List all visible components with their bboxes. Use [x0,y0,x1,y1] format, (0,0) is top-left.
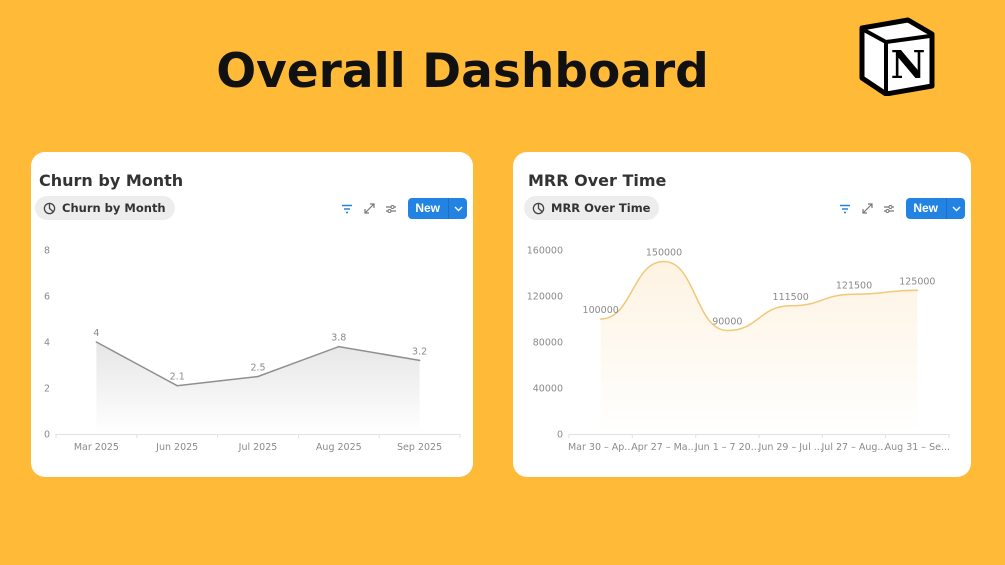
data-label: 2.5 [250,363,265,374]
area-fill [600,261,918,434]
filter-icon[interactable] [838,202,852,216]
new-button[interactable]: New [408,198,467,219]
x-tick-label: Mar 30 – Ap... [568,442,633,453]
pie-chart-icon [43,202,56,214]
page-title: Overall Dashboard [216,44,709,99]
data-point [853,293,855,296]
data-label: 125000 [899,276,935,287]
y-tick-label: 2 [44,384,50,395]
y-tick-label: 80000 [533,338,563,349]
x-tick-label: Jun 2025 [155,442,198,453]
x-tick-label: Mar 2025 [74,442,119,453]
view-tab-label: MRR Over Time [551,201,651,215]
y-tick-label: 4 [44,338,50,349]
mrr-area-chart: 0 40000 80000 120000 160000 Mar 30 – Ap...Apr… [527,246,950,454]
expand-icon[interactable] [362,202,376,216]
data-label: 3.8 [331,333,346,344]
data-point [338,345,340,348]
view-tab-label: Churn by Month [62,201,166,215]
data-point [599,318,602,320]
card-title: MRR Over Time [528,171,667,190]
y-tick-label: 8 [44,246,50,257]
notion-logo: N [859,17,935,96]
pie-chart-icon [532,202,545,214]
data-point [726,329,729,332]
y-tick-label: 120000 [527,292,563,303]
data-label: 4 [93,328,99,339]
x-tick-label: Aug 2025 [316,442,362,453]
data-point [176,384,178,387]
data-point [95,341,98,343]
card-title: Churn by Month [39,171,184,190]
data-point [789,304,792,307]
data-point [663,260,665,263]
chevron-down-icon[interactable] [947,206,965,212]
y-tick-label: 40000 [533,384,563,395]
y-tick-label: 160000 [527,246,563,257]
x-tick-label: Aug 31 – Se... [885,442,950,453]
chevron-down-icon[interactable] [449,206,467,212]
mrr-card: MRR Over Time MRR Over Time New 0 40000 80… [513,152,971,477]
x-tick-label: Jun 29 – Jul ... [758,442,823,453]
settings-sliders-icon[interactable] [882,202,896,216]
area-fill [96,342,420,434]
settings-sliders-icon[interactable] [384,202,398,216]
data-label: 90000 [712,317,742,328]
x-tick-label: Sep 2025 [397,442,442,453]
data-point [257,375,259,378]
x-tick-label: Apr 27 – Ma... [631,442,696,453]
data-label: 3.2 [412,346,427,357]
y-tick-label: 0 [557,430,563,441]
data-label: 111500 [773,292,809,303]
data-point [916,289,919,292]
view-tab[interactable]: Churn by Month [35,196,175,220]
y-tick-label: 6 [44,292,50,303]
svg-text:N: N [891,42,926,87]
data-label: 150000 [646,248,682,259]
y-tick-label: 0 [44,430,50,441]
data-label: 100000 [583,305,619,316]
new-button-label: New [906,198,947,219]
expand-icon[interactable] [860,202,874,216]
view-tab[interactable]: MRR Over Time [524,196,660,220]
new-button-label: New [408,198,449,219]
churn-line-chart: 0 2 4 6 8 Mar 2025 Jun 2025 Jul 2025 Aug 2025 Sep… [44,246,461,453]
x-tick-label: Jul 27 – Aug... [821,442,887,453]
x-tick-label: Jun 1 – 7 20... [694,442,760,453]
data-label: 121500 [836,280,872,291]
new-button[interactable]: New [906,198,965,219]
data-point [418,359,421,362]
data-label: 2.1 [170,372,185,383]
x-tick-label: Jul 2025 [238,442,278,453]
churn-card: Churn by Month Churn by Month New 0 2 4 6 8 M… [31,152,473,477]
filter-icon[interactable] [340,202,354,216]
